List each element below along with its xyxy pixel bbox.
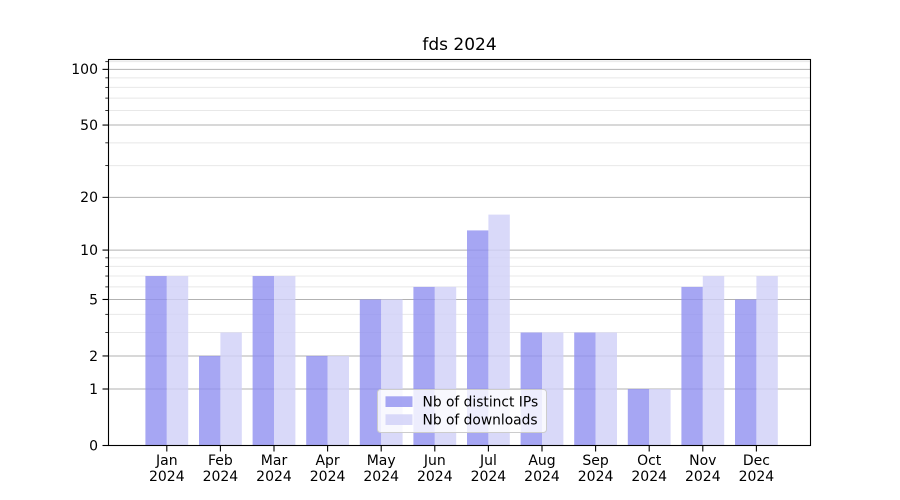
bar-distinct-ips xyxy=(681,286,703,446)
plot-frame xyxy=(107,58,812,447)
y-axis-tick-label: 50 xyxy=(80,118,98,134)
bar-downloads xyxy=(595,332,617,446)
x-axis-tick-label-year: 2024 xyxy=(524,469,560,485)
legend-label: Nb of downloads xyxy=(423,412,538,428)
x-axis-tick-label-month: Jan xyxy=(155,453,178,469)
x-axis-tick-label-month: Feb xyxy=(208,453,233,469)
legend-label: Nb of distinct IPs xyxy=(423,394,539,410)
y-axis-tick-label: 2 xyxy=(89,349,98,365)
plot-border xyxy=(107,58,812,447)
x-axis-tick-label-month: Mar xyxy=(261,453,288,469)
x-axis-tick-label-month: Nov xyxy=(689,453,716,469)
x-axis-tick-label-month: Aug xyxy=(528,453,555,469)
x-axis-tick-label-year: 2024 xyxy=(417,469,453,485)
bar-downloads xyxy=(220,332,242,446)
bar-distinct-ips xyxy=(574,332,596,446)
bar-downloads xyxy=(327,355,349,446)
bar-distinct-ips xyxy=(145,276,167,446)
bar-downloads xyxy=(649,389,671,446)
x-axis-tick-label-year: 2024 xyxy=(149,469,185,485)
bars xyxy=(145,214,778,446)
x-axis-tick-label-year: 2024 xyxy=(471,469,507,485)
legend-swatch xyxy=(385,396,413,407)
x-axis-tick-label-year: 2024 xyxy=(685,469,721,485)
x-axis-tick-label-year: 2024 xyxy=(310,469,346,485)
x-axis-tick-label-year: 2024 xyxy=(739,469,775,485)
legend: Nb of distinct IPs Nb of downloads xyxy=(377,389,547,433)
y-axis-tick-label: 1 xyxy=(89,382,98,398)
bar-downloads xyxy=(542,332,564,446)
x-axis-tick-label-month: Jun xyxy=(423,453,446,469)
axis-ticks xyxy=(102,61,757,452)
x-axis-tick-label-month: Oct xyxy=(637,453,662,469)
x-axis-tick-label-year: 2024 xyxy=(631,469,667,485)
x-axis-tick-label-month: Apr xyxy=(315,453,339,469)
bar-downloads xyxy=(702,276,725,446)
legend-box xyxy=(377,389,547,433)
bar-distinct-ips xyxy=(306,355,328,446)
bar-downloads xyxy=(274,276,296,446)
y-axis-tick-label: 20 xyxy=(80,190,98,206)
bar-distinct-ips xyxy=(252,276,274,446)
x-axis-tick-label-year: 2024 xyxy=(578,469,614,485)
y-axis-tick-label: 0 xyxy=(89,438,98,454)
x-axis-tick-label-year: 2024 xyxy=(363,469,399,485)
y-axis-tick-label: 10 xyxy=(80,243,98,259)
bar-downloads xyxy=(488,214,510,446)
bar-downloads xyxy=(166,276,189,446)
bar-distinct-ips xyxy=(199,355,221,446)
x-axis-tick-label-year: 2024 xyxy=(203,469,239,485)
y-axis-tick-label: 100 xyxy=(71,62,98,78)
chart-title: fds 2024 xyxy=(422,35,496,55)
x-axis-tick-label-month: Sep xyxy=(582,453,609,469)
legend-swatch xyxy=(385,414,413,425)
bar-downloads xyxy=(756,276,778,446)
bar-distinct-ips xyxy=(359,299,382,446)
x-axis-tick-label-month: Dec xyxy=(743,453,770,469)
x-axis-tick-label-year: 2024 xyxy=(256,469,292,485)
axis-labels: 0125102050100Jan2024Feb2024Mar2024Apr202… xyxy=(71,62,774,485)
y-axis-tick-label: 5 xyxy=(89,292,98,308)
x-axis-tick-label-month: Jul xyxy=(479,453,497,469)
x-axis-tick-label-month: May xyxy=(367,453,396,469)
bar-distinct-ips xyxy=(735,299,757,446)
bar-distinct-ips xyxy=(627,389,650,446)
